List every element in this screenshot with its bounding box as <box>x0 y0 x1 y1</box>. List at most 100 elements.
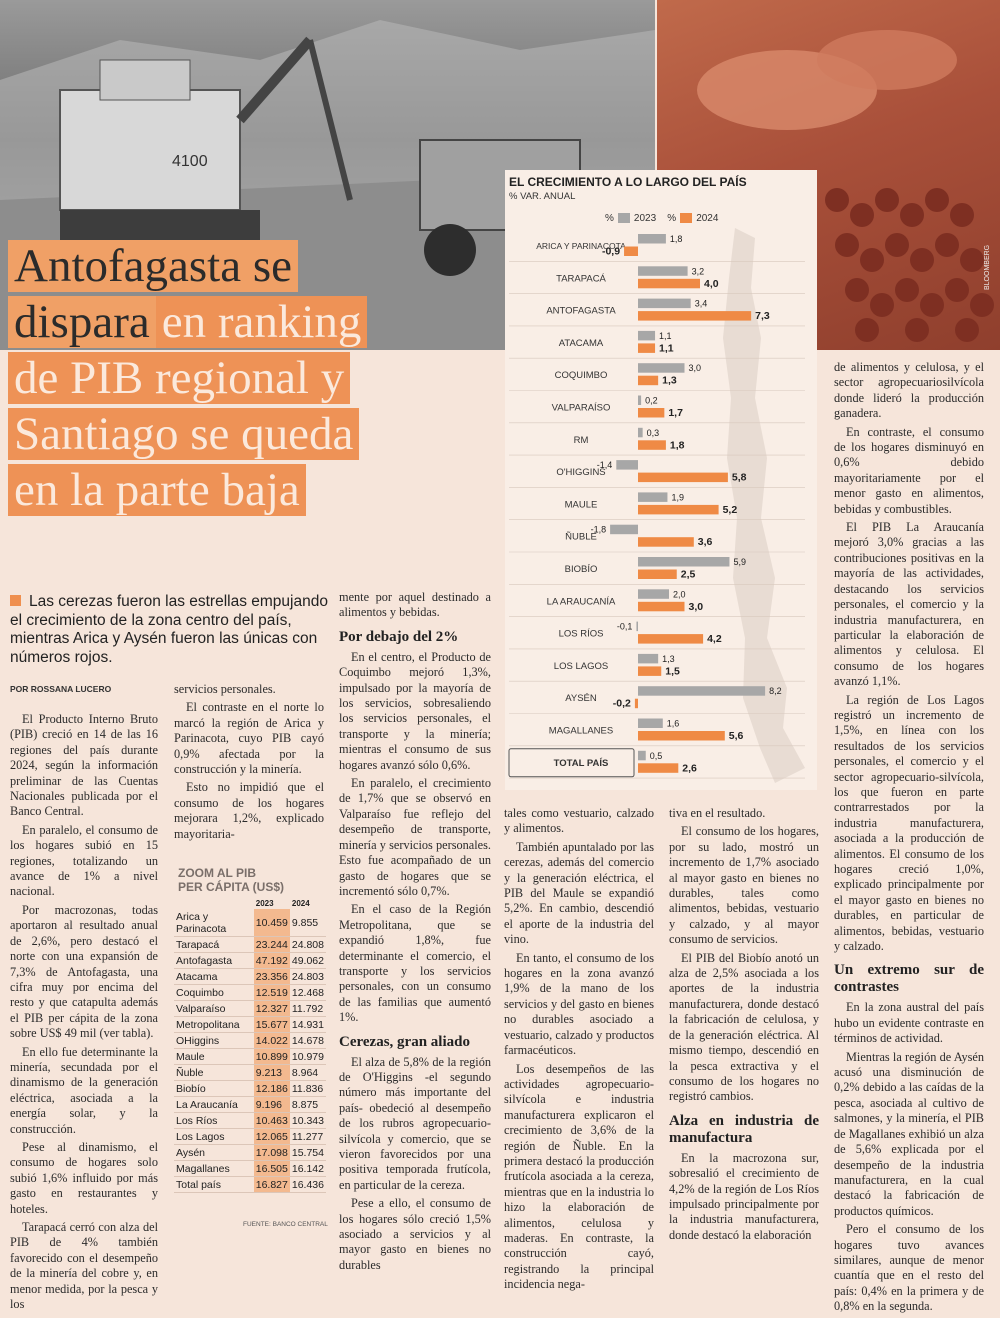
table-cell-region: Antofagasta <box>174 952 254 969</box>
table-row: Los Lagos 12.065 11.277 <box>174 1128 326 1145</box>
table-row: Ñuble 9.213 8.964 <box>174 1064 326 1081</box>
paragraph: También apuntalado por las cerezas, adem… <box>504 839 654 947</box>
table-row: Tarapacá 23.244 24.808 <box>174 936 326 953</box>
table-cell-2023: 12.186 <box>253 1080 290 1097</box>
paragraph: En paralelo, el consumo de los hogares s… <box>10 822 158 899</box>
paragraph: Pese a ello, el consumo de los hogares s… <box>339 1196 491 1272</box>
table-cell-region: Magallanes <box>174 1160 254 1177</box>
bar-2024 <box>638 601 685 612</box>
paragraph: En tanto, el consumo de los hogares en l… <box>504 950 654 1058</box>
subheading: Cerezas, gran aliado <box>339 1033 470 1050</box>
table-cell-2024: 49.062 <box>289 952 326 969</box>
category-label: TOTAL PAÍS <box>554 758 609 769</box>
table-cell-2024: 15.754 <box>289 1144 326 1161</box>
category-label: AYSÉN <box>565 693 597 704</box>
data-label: 1,1 <box>659 342 674 354</box>
paragraph: En contraste, el consumo de los hogares … <box>834 424 984 516</box>
table-cell-region: Los Lagos <box>174 1128 254 1145</box>
chart-legend: % 2023 % 2024 <box>605 213 718 224</box>
category-label: O'HIGGINS <box>556 467 605 478</box>
table-row: Maule 10.899 10.979 <box>174 1048 326 1065</box>
paragraph: Los desempeños de las actividades agrope… <box>504 1061 654 1292</box>
table-cell-2023: 9.196 <box>253 1096 290 1113</box>
data-label: 1,7 <box>668 407 683 419</box>
cherries-illustration <box>697 30 994 342</box>
paragraph: En la macrozona sur, sobresalió el creci… <box>669 1150 819 1242</box>
table-cell-2023: 12.065 <box>253 1128 290 1145</box>
gdp-per-capita-table: 2023 2024 Arica y Parinacota 10.459 9.855 T… <box>174 898 326 1193</box>
table-cell-region: Metropolitana <box>174 1016 254 1033</box>
table-row: Antofagasta 47.192 49.062 <box>174 952 326 969</box>
bar-2023 <box>638 750 646 761</box>
table-row: Biobío 12.186 11.836 <box>174 1080 326 1097</box>
data-label: 1,8 <box>670 439 685 451</box>
table-source: FUENTE: BANCO CENTRAL <box>243 1221 328 1228</box>
data-label: 5,9 <box>733 557 746 567</box>
paragraph: Tarapacá cerró con alza del PIB de 4% ta… <box>10 1220 158 1312</box>
table-cell-region: Aysén <box>174 1144 254 1161</box>
table-row: Metropolitana 15.677 14.931 <box>174 1016 326 1033</box>
table-cell-region: Tarapacá <box>174 936 254 953</box>
legend-pct-2: % <box>667 213 677 224</box>
table-cell-2024: 14.678 <box>289 1032 326 1049</box>
paragraph: tiva en el resultado. <box>669 806 766 820</box>
growth-bar-chart: ARICA Y PARINACOTA 1,8 -0,9 TARAPACÁ 3,2 4,0 A… <box>508 228 805 783</box>
bar-2024 <box>638 634 704 644</box>
table-cell-region: Coquimbo <box>174 984 254 1001</box>
paragraph: El Producto Interno Bruto (PIB) creció e… <box>10 712 158 819</box>
table-cell-region: Arica y Parinacota <box>174 909 254 937</box>
bar-2023 <box>616 460 638 470</box>
subheading: Un extremo sur de contrastes <box>834 962 984 996</box>
data-label: 0,3 <box>647 428 660 438</box>
data-label: 1,9 <box>671 492 684 502</box>
bar-2024 <box>638 537 694 547</box>
column-3: mente por aquel destinado a alimentos y … <box>339 590 491 1276</box>
table-title: ZOOM AL PIB PER CÁPITA (US$) <box>178 866 284 894</box>
paragraph: El consumo de los hogares, por su lado, … <box>669 824 819 947</box>
bar-2023 <box>638 653 659 664</box>
headline-line-4: Santiago se queda <box>8 408 360 460</box>
chile-map-shape <box>723 228 805 783</box>
bar-2024 <box>624 246 638 256</box>
paragraph: El PIB del Biobío anotó un alza de 2,5% … <box>669 950 819 1104</box>
table-cell-2023: 23.356 <box>253 968 290 985</box>
table-title-line-1: ZOOM AL PIB <box>178 866 256 880</box>
table-cell-region: OHiggins <box>174 1032 254 1049</box>
table-cell-2023: 16.827 <box>253 1176 290 1193</box>
column-2: servicios personales. El contraste en el… <box>174 682 324 845</box>
table-cell-2024: 11.277 <box>289 1128 326 1145</box>
data-label: 0,5 <box>650 751 663 761</box>
table-cell-2023: 10.463 <box>253 1112 290 1129</box>
table-row: Magallanes 16.505 16.142 <box>174 1160 326 1177</box>
table-row: Los Ríos 10.463 10.343 <box>174 1112 326 1129</box>
data-label: 1,8 <box>670 234 683 244</box>
bar-2023 <box>638 395 642 405</box>
bar-2023 <box>638 557 730 567</box>
category-label: BIOBÍO <box>565 564 598 575</box>
paragraph: El PIB La Araucanía mejoró 3,0% gracias … <box>834 520 984 689</box>
paragraph: El contraste en el norte lo marcó la reg… <box>174 700 324 777</box>
table-row: Valparaíso 12.327 11.792 <box>174 1000 326 1017</box>
paragraph: mente por aquel destinado a alimentos y … <box>339 590 491 620</box>
table-cell-2023: 10.459 <box>253 909 290 937</box>
bar-2024 <box>638 408 665 418</box>
data-label: -0,1 <box>617 622 633 632</box>
photo-credit: BLOOMBERG <box>984 244 991 290</box>
bar-2024 <box>638 440 666 450</box>
table-cell-2024: 24.808 <box>289 936 326 953</box>
lede: Las cerezas fueron las estrellas empujan… <box>10 593 330 667</box>
bar-2024 <box>638 375 659 386</box>
table-row: La Araucanía 9.196 8.875 <box>174 1096 326 1113</box>
table-title-line-2: PER CÁPITA (US$) <box>178 880 285 894</box>
bar-2024 <box>638 569 677 579</box>
table-cell-region: Total país <box>174 1176 254 1193</box>
bar-2024 <box>638 278 700 289</box>
paragraph: Mientras la región de Aysén acusó una di… <box>834 1049 984 1218</box>
data-label: -1,8 <box>591 525 607 535</box>
table-cell-2024: 10.343 <box>289 1112 326 1129</box>
paragraph: Pero el consumo de los hogares tuvo avan… <box>834 1222 984 1314</box>
paragraph: tales como vestuario, calzado y alimento… <box>504 806 654 836</box>
svg-text:4100: 4100 <box>172 153 208 170</box>
data-label: 4,2 <box>707 633 722 645</box>
bar-2023 <box>638 363 685 373</box>
